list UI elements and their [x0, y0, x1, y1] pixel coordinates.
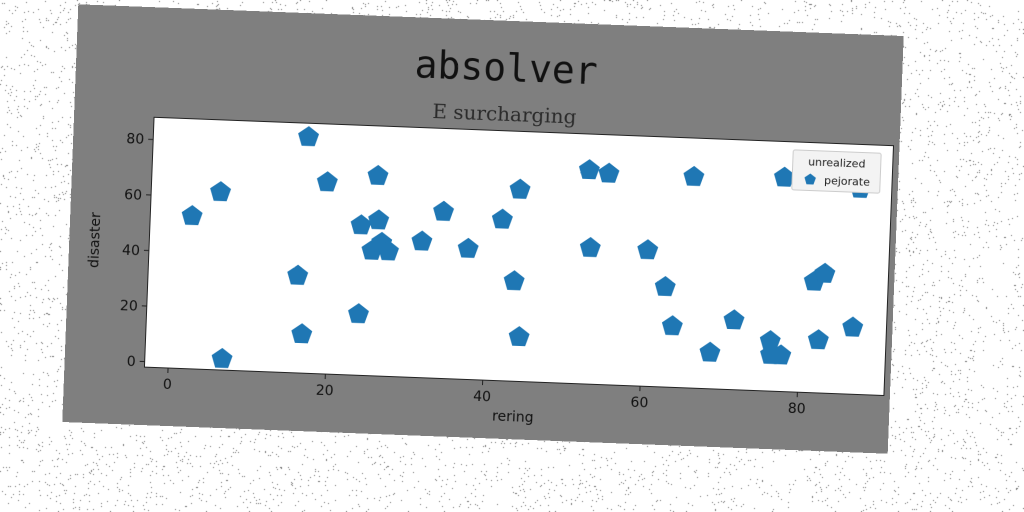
data-point	[291, 323, 313, 344]
data-point	[759, 330, 781, 351]
y-tick-label: 0	[126, 354, 136, 370]
data-point	[508, 326, 530, 347]
data-point	[368, 209, 390, 230]
data-point	[814, 262, 836, 283]
data-point	[181, 205, 203, 226]
y-tick-label: 20	[120, 298, 138, 315]
data-point	[637, 239, 659, 260]
y-tick-label: 60	[124, 187, 142, 204]
x-axis-ticks: 0 20 40 60 80	[163, 367, 806, 418]
data-point	[491, 208, 513, 229]
y-axis-label: disaster	[86, 212, 104, 269]
data-point	[578, 159, 600, 180]
data-point	[411, 230, 433, 251]
data-point	[211, 347, 233, 369]
data-point	[509, 178, 531, 199]
data-point	[723, 309, 745, 330]
legend-marker-icon	[804, 173, 816, 185]
data-point	[457, 237, 479, 258]
x-tick-label: 20	[316, 383, 334, 400]
data-point	[598, 162, 620, 183]
data-point	[350, 214, 372, 235]
y-tick-label: 80	[126, 131, 144, 148]
x-axis-label: rering	[492, 408, 534, 426]
data-point	[348, 303, 369, 324]
data-point	[654, 276, 676, 297]
x-tick-label: 80	[788, 401, 806, 418]
chart-subtitle: E surcharging	[432, 99, 577, 129]
data-point	[579, 237, 601, 258]
x-tick-label: 0	[163, 377, 173, 393]
y-axis-ticks: 0 20 40 60 80	[120, 131, 154, 370]
scatter-chart: absolver E surcharging 0 20 40 60 80 0 20 40 60…	[86, 42, 895, 426]
data-point	[298, 126, 320, 147]
data-point	[378, 240, 399, 261]
data-point	[661, 315, 683, 336]
data-point	[683, 165, 705, 187]
chart-card: absolver E surcharging 0 20 40 60 80 0 20 40 60…	[62, 4, 904, 454]
x-tick-label: 60	[630, 395, 648, 412]
data-point	[503, 270, 525, 291]
legend-entry-label: pejorate	[824, 174, 871, 189]
data-point	[842, 316, 864, 337]
x-tick-label: 40	[473, 389, 491, 406]
data-point	[433, 200, 455, 221]
data-point	[367, 164, 389, 186]
data-point	[699, 341, 721, 362]
y-tick-label: 40	[122, 243, 140, 260]
legend-title: unrealized	[808, 155, 866, 170]
data-point	[287, 264, 309, 285]
data-point	[210, 181, 232, 202]
chart-title: absolver	[414, 42, 599, 93]
data-point	[807, 329, 829, 350]
data-point	[770, 344, 792, 365]
data-point	[774, 166, 795, 187]
data-point	[316, 171, 338, 192]
legend: unrealized pejorate	[791, 149, 882, 194]
